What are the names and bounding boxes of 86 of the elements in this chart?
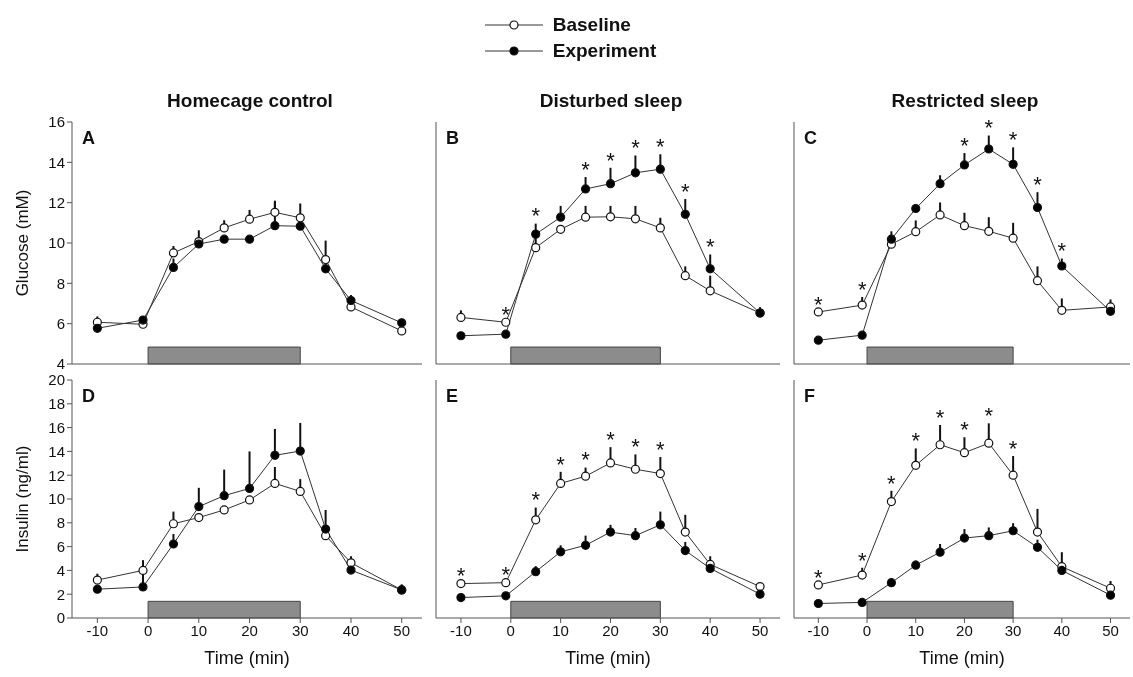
x-tick-label: 50: [1102, 621, 1119, 639]
y-tick-label: 20: [48, 371, 65, 389]
x-axis-title: Time (min): [919, 648, 1005, 668]
annotation: C: [804, 128, 817, 149]
x-tick-label: 10: [552, 621, 569, 639]
y-tick-label: 2: [56, 585, 65, 603]
y-tick-label: 10: [48, 234, 65, 252]
annotation: *: [680, 178, 690, 204]
x-tick-label: 40: [342, 621, 360, 639]
y-axis-title: Glucose (mM): [13, 189, 33, 297]
annotation: F: [804, 386, 815, 407]
x-tick-label: 50: [751, 621, 769, 639]
y-tick-label: 4: [56, 355, 65, 373]
y-tick-label: 16: [48, 113, 65, 131]
y-tick-label: 10: [48, 490, 65, 508]
x-tick-label: 40: [701, 621, 719, 639]
y-tick-label: 18: [48, 395, 65, 413]
annotation: E: [446, 386, 459, 407]
y-tick-label: 16: [48, 418, 65, 436]
annotation: *: [501, 562, 511, 588]
y-tick-label: 0: [56, 609, 65, 627]
y-tick-label: 14: [48, 153, 65, 171]
x-tick-label: 20: [602, 621, 619, 639]
annotation: *: [456, 563, 466, 589]
annotation: *: [656, 436, 666, 462]
annotation: *: [984, 403, 994, 429]
y-tick-label: 14: [48, 442, 65, 460]
annotation: *: [960, 417, 970, 443]
chart-title: Restricted sleep: [890, 90, 1040, 113]
annotation: *: [705, 234, 715, 260]
annotation: *: [1033, 171, 1043, 197]
x-axis-title: Time (min): [565, 648, 651, 668]
annotation: *: [911, 428, 921, 454]
annotation: B: [446, 128, 459, 149]
x-tick-label: 40: [1053, 621, 1071, 639]
y-tick-label: 12: [48, 193, 65, 211]
x-tick-label: 0: [143, 621, 153, 639]
annotation: *: [581, 447, 591, 473]
annotation: *: [814, 291, 824, 317]
annotation: *: [656, 134, 666, 160]
x-tick-label: -10: [450, 621, 472, 639]
chart-title: Disturbed sleep: [538, 90, 684, 113]
annotation: A: [82, 128, 95, 149]
x-tick-label: -10: [86, 621, 109, 639]
legend-label: Experiment: [552, 40, 657, 62]
annotation: *: [556, 451, 566, 477]
chart-title: Homecage control: [167, 90, 333, 111]
annotation: *: [857, 276, 867, 302]
y-tick-label: 8: [56, 274, 65, 292]
annotation: *: [501, 302, 511, 328]
annotation: *: [531, 203, 541, 229]
annotation: *: [631, 135, 641, 161]
y-tick-label: 4: [56, 561, 65, 579]
y-tick-label: 8: [56, 514, 65, 532]
annotation: D: [82, 386, 95, 407]
x-tick-label: 30: [652, 621, 669, 639]
annotation: *: [606, 426, 616, 452]
annotation: *: [606, 147, 616, 173]
annotation: *: [531, 487, 541, 513]
y-tick-label: 6: [56, 314, 65, 332]
annotation: *: [631, 434, 641, 460]
x-tick-label: 10: [190, 621, 208, 639]
annotation: *: [1057, 238, 1067, 264]
x-axis-title: Time (min): [204, 648, 290, 668]
annotation: *: [887, 470, 897, 496]
annotation: *: [1008, 127, 1018, 153]
legend-label: Baseline: [552, 14, 631, 36]
x-tick-label: 20: [241, 621, 258, 639]
annotation: *: [814, 564, 824, 590]
y-tick-label: 6: [56, 537, 65, 555]
annotation: *: [1008, 435, 1018, 461]
x-tick-label: 50: [393, 621, 411, 639]
annotation: *: [984, 115, 994, 141]
x-tick-label: 0: [506, 621, 515, 639]
x-tick-label: 30: [291, 621, 309, 639]
x-tick-label: 30: [1004, 621, 1022, 639]
x-tick-label: -10: [807, 621, 830, 639]
annotation: *: [581, 156, 591, 182]
y-axis-title: Insulin (ng/ml): [13, 445, 33, 553]
x-tick-label: 10: [907, 621, 925, 639]
annotation: *: [960, 132, 970, 158]
x-tick-label: 0: [862, 621, 872, 639]
x-tick-label: 20: [956, 621, 973, 639]
y-tick-label: 12: [48, 466, 65, 484]
annotation: *: [935, 404, 945, 430]
annotation: *: [857, 547, 867, 573]
